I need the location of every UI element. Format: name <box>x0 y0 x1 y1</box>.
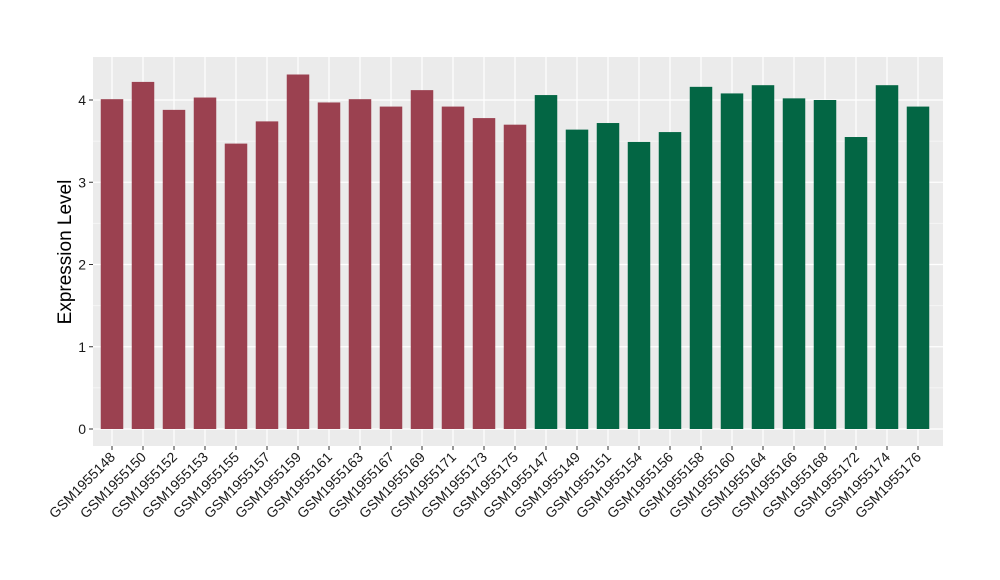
bar-GSM1955164 <box>751 85 775 429</box>
x-axis: GSM1955148GSM1955150GSM1955152GSM1955153… <box>46 446 924 521</box>
bar-GSM1955160 <box>720 93 744 430</box>
bar-GSM1955171 <box>441 106 465 429</box>
bar-GSM1955152 <box>162 109 186 430</box>
bar-GSM1955158 <box>689 86 713 429</box>
y-tick-label: 2 <box>78 257 86 273</box>
bar-GSM1955151 <box>596 123 620 429</box>
y-tick-label: 3 <box>78 174 86 190</box>
bar-GSM1955153 <box>193 97 217 429</box>
y-tick-label: 4 <box>78 92 86 108</box>
bar-GSM1955166 <box>782 98 806 429</box>
bar-GSM1955174 <box>875 85 899 429</box>
bar-GSM1955149 <box>565 129 589 430</box>
bar-GSM1955173 <box>472 118 496 429</box>
bars <box>100 74 930 430</box>
bar-GSM1955169 <box>410 90 434 429</box>
bar-GSM1955167 <box>379 106 403 429</box>
bar-GSM1955175 <box>503 124 527 430</box>
bar-GSM1955155 <box>224 143 248 429</box>
bar-GSM1955148 <box>100 99 124 430</box>
bar-GSM1955157 <box>255 121 279 429</box>
bar-GSM1955159 <box>286 74 310 429</box>
bar-GSM1955156 <box>658 132 682 429</box>
y-axis-title: Expression Level <box>55 180 76 325</box>
bar-GSM1955163 <box>348 99 372 430</box>
bar-GSM1955161 <box>317 102 341 429</box>
bar-GSM1955172 <box>844 137 868 429</box>
bar-GSM1955147 <box>534 95 558 429</box>
bar-GSM1955168 <box>813 100 837 429</box>
bar-GSM1955150 <box>131 81 155 429</box>
y-axis: 0 1 2 3 4 <box>78 92 93 437</box>
bar-GSM1955176 <box>906 106 930 429</box>
y-tick-label: 0 <box>78 421 86 437</box>
bar-GSM1955154 <box>627 141 651 429</box>
y-tick-label: 1 <box>78 339 86 355</box>
